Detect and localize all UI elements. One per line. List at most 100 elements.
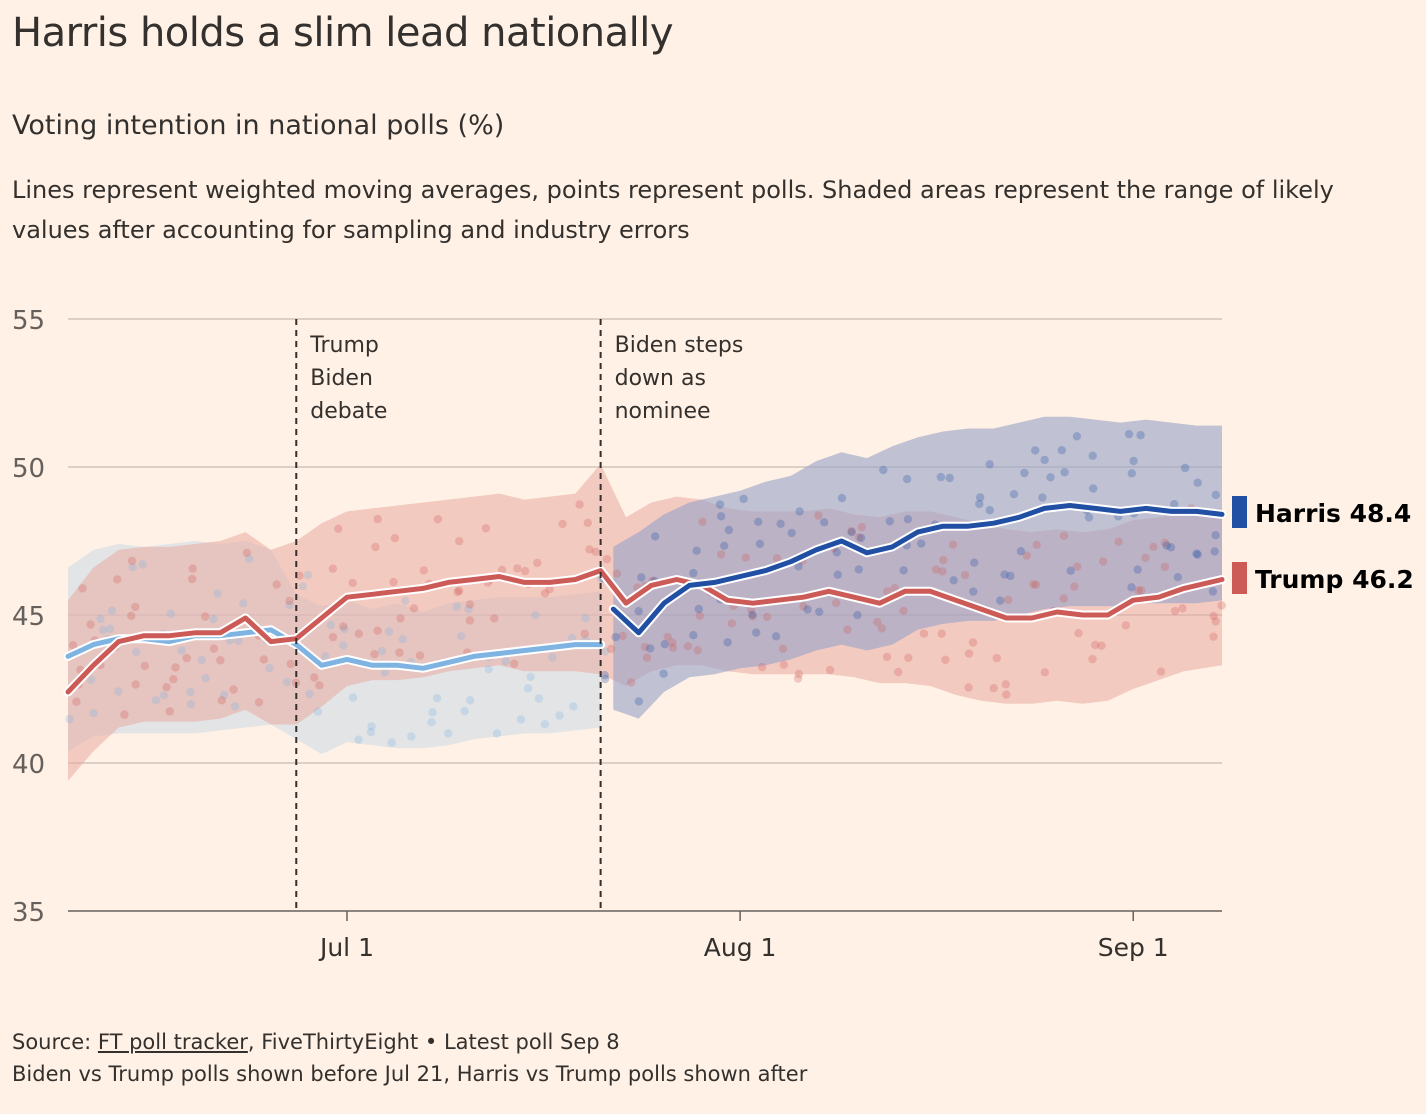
poll-point: [660, 640, 669, 649]
harris-end-label: Harris 48.4: [1255, 499, 1411, 528]
poll-point: [151, 696, 161, 705]
poll-point: [456, 632, 466, 641]
poll-point: [209, 614, 218, 624]
poll-point: [1074, 629, 1083, 638]
poll-point: [831, 598, 841, 608]
trump-label-swatch: [1232, 562, 1247, 594]
poll-point: [427, 718, 436, 727]
poll-point: [882, 587, 892, 596]
poll-point: [188, 564, 197, 573]
poll-point: [188, 574, 197, 584]
poll-point: [1038, 493, 1047, 502]
poll-point: [637, 573, 646, 582]
poll-point: [1057, 446, 1067, 455]
poll-point: [384, 627, 394, 636]
poll-point: [523, 684, 533, 693]
poll-point: [1141, 553, 1150, 562]
poll-point: [964, 649, 974, 658]
x-tick-label: Aug 1: [704, 933, 777, 962]
poll-point: [1091, 640, 1100, 650]
poll-point: [771, 632, 781, 641]
poll-point: [395, 648, 404, 657]
poll-point: [634, 607, 643, 616]
poll-point: [526, 672, 535, 682]
poll-point: [326, 620, 335, 630]
poll-point: [1059, 531, 1069, 540]
poll-point: [370, 650, 379, 659]
poll-point: [1136, 431, 1145, 440]
poll-point: [398, 635, 407, 644]
poll-point: [113, 575, 122, 584]
poll-point: [282, 677, 292, 687]
poll-point: [694, 604, 703, 614]
poll-point: [778, 644, 788, 653]
poll-point: [964, 683, 973, 692]
poll-point: [72, 697, 81, 706]
poll-point: [534, 694, 544, 703]
poll-point: [683, 642, 693, 651]
poll-point: [433, 515, 443, 524]
poll-point: [428, 708, 437, 717]
poll-point: [127, 611, 136, 620]
poll-point: [265, 664, 274, 673]
poll-point: [166, 609, 175, 618]
poll-point: [581, 614, 590, 623]
chart-title: Harris holds a slim lead nationally: [12, 10, 674, 56]
poll-point: [219, 690, 229, 700]
poll-point: [646, 644, 655, 653]
poll-point: [432, 694, 442, 703]
poll-point: [1097, 641, 1106, 650]
poll-point: [976, 493, 985, 502]
poll-point: [492, 729, 502, 738]
poll-point: [748, 610, 757, 619]
poll-point: [305, 689, 314, 699]
poll-point: [339, 622, 348, 631]
poll-point: [558, 519, 567, 529]
poll-point: [453, 587, 462, 597]
annotation-text: Trump: [309, 333, 379, 358]
poll-point: [600, 674, 610, 684]
poll-point: [873, 617, 882, 627]
y-tick-label-40: 40: [12, 750, 45, 780]
poll-point: [1180, 463, 1190, 473]
poll-point: [569, 702, 578, 711]
poll-point: [1031, 446, 1040, 455]
poll-point: [739, 494, 748, 504]
poll-point: [1160, 538, 1170, 547]
source-link[interactable]: FT poll tracker: [97, 1030, 248, 1054]
poll-point: [996, 596, 1005, 605]
poll-point: [938, 567, 947, 576]
poll-point: [970, 558, 979, 567]
poll-point: [371, 542, 380, 552]
poll-point: [600, 670, 609, 680]
poll-tracker-chart: Trump Biden debate Biden steps down as nomine…: [12, 306, 1414, 962]
average-lines: [63, 501, 1227, 697]
poll-point: [1000, 570, 1009, 579]
y-tick-label-55: 55: [12, 306, 45, 336]
poll-point: [415, 651, 425, 660]
poll-point: [186, 687, 195, 697]
poll-point: [201, 674, 210, 683]
poll-point: [1193, 550, 1202, 559]
poll-point: [1009, 490, 1019, 499]
poll-point: [455, 536, 464, 546]
poll-point: [98, 625, 108, 635]
poll-point: [380, 668, 389, 677]
poll-point: [367, 722, 376, 731]
poll-point: [825, 665, 835, 675]
poll-point: [340, 624, 349, 634]
poll-point: [885, 517, 894, 526]
poll-point: [452, 602, 461, 611]
poll-point: [720, 541, 729, 550]
poll-point: [1059, 594, 1068, 603]
poll-point: [107, 606, 117, 615]
poll-point: [832, 548, 841, 557]
poll-point: [328, 564, 338, 573]
axes: 35 40 45 50 55 Jul 1 Aug 1 Sep 1: [12, 306, 1169, 962]
poll-point: [230, 702, 240, 711]
poll-point: [419, 566, 428, 575]
poll-point: [387, 738, 396, 747]
poll-point: [234, 636, 243, 645]
poll-point: [794, 669, 804, 679]
poll-point: [1162, 541, 1171, 550]
